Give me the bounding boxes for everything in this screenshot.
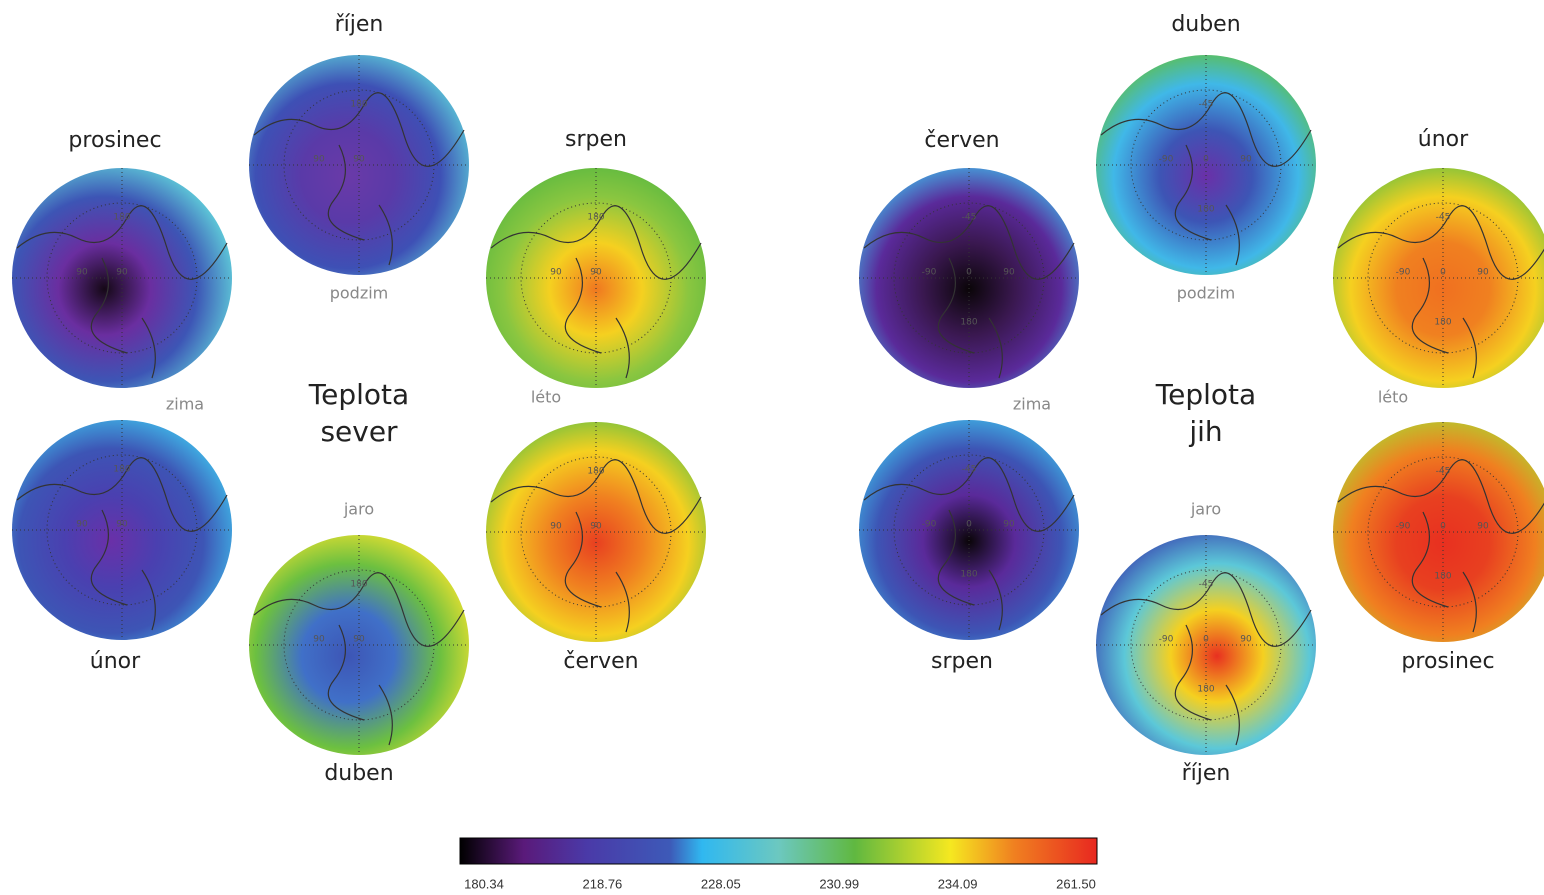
season-label: jaro [1190, 500, 1221, 519]
grid-label: 180 [1434, 572, 1451, 582]
grid-label: 180 [113, 213, 130, 223]
colorbar-tick-label: 228.05 [701, 876, 741, 891]
page: 180 90 90 prosinec 180 90 90 říjen 180 90 90 srpen 1… [0, 0, 1544, 895]
grid-label: 90 [76, 520, 88, 530]
grid-label: -90 [1159, 155, 1174, 165]
season-label: zima [1013, 395, 1051, 414]
grid-label: -90 [1159, 635, 1174, 645]
grid-label: -45 [1436, 467, 1451, 477]
grid-label: -45 [1199, 580, 1214, 590]
month-label: duben [324, 761, 393, 786]
grid-label: 0 [1440, 268, 1446, 278]
month-label: prosinec [1401, 649, 1494, 674]
grid-label: 90 [353, 155, 365, 165]
grid-label: -90 [1396, 522, 1411, 532]
month-label: únor [1418, 127, 1469, 152]
title: sever [320, 415, 398, 448]
season-label: podzim [330, 284, 389, 303]
title: jih [1188, 415, 1222, 448]
grid-label: 90 [590, 522, 602, 532]
grid-label: 90 [1240, 155, 1252, 165]
grid-label: 90 [1003, 520, 1015, 530]
colorbar-tick-label: 261.50 [1056, 876, 1096, 891]
grid-label: -45 [962, 213, 977, 223]
hemisphere-south: -45 0 -90 90 180 červen -45 0 -90 90 180 duben -45 0 -… [859, 12, 1544, 786]
grid-label: 0 [1203, 635, 1209, 645]
month-label: únor [90, 649, 141, 674]
grid-label: -90 [1396, 268, 1411, 278]
colorbar-tick-label: 230.99 [819, 876, 859, 891]
grid-label: 90 [76, 268, 88, 278]
grid-label: 90 [1477, 522, 1489, 532]
month-label: srpen [565, 127, 627, 152]
grid-label: 90 [1477, 268, 1489, 278]
season-label: léto [1378, 388, 1408, 407]
grid-label: 180 [587, 467, 604, 477]
month-label: srpen [931, 649, 993, 674]
grid-label: 0 [966, 520, 972, 530]
colorbar-tick-label: 234.09 [938, 876, 978, 891]
season-label: jaro [343, 500, 374, 519]
month-label: červen [563, 649, 638, 674]
grid-label: 90 [1003, 268, 1015, 278]
grid-label: -90 [922, 520, 937, 530]
grid-label: -45 [1436, 213, 1451, 223]
grid-label: 180 [350, 100, 367, 110]
colorbar-tick-label: 180.34 [464, 876, 504, 891]
month-label: říjen [1182, 761, 1231, 786]
grid-label: 180 [1197, 685, 1214, 695]
grid-label: -90 [922, 268, 937, 278]
colorbar [460, 838, 1097, 864]
title: Teplota [1155, 378, 1256, 411]
maps: 180 90 90 prosinec 180 90 90 říjen 180 90 90 srpen 1… [12, 12, 1544, 786]
polar-map [1333, 168, 1544, 388]
colorbar-tick-label: 218.76 [583, 876, 623, 891]
grid-label: 90 [313, 635, 325, 645]
hemisphere-north: 180 90 90 prosinec 180 90 90 říjen 180 90 90 srpen 1… [12, 12, 706, 786]
grid-label: -45 [1199, 100, 1214, 110]
grid-label: 90 [590, 268, 602, 278]
season-label: léto [531, 388, 561, 407]
month-label: červen [924, 128, 999, 153]
grid-label: 180 [960, 318, 977, 328]
month-label: prosinec [68, 128, 161, 153]
grid-label: 90 [116, 520, 128, 530]
grid-label: 90 [313, 155, 325, 165]
grid-label: 180 [1197, 205, 1214, 215]
title: Teplota [308, 378, 409, 411]
grid-label: -45 [962, 465, 977, 475]
season-label: zima [166, 395, 204, 414]
grid-label: 180 [350, 580, 367, 590]
grid-label: 180 [1434, 318, 1451, 328]
grid-label: 90 [550, 522, 562, 532]
grid-label: 0 [966, 268, 972, 278]
grid-label: 90 [550, 268, 562, 278]
grid-label: 90 [1240, 635, 1252, 645]
month-label: duben [1171, 12, 1240, 37]
grid-label: 180 [113, 465, 130, 475]
grid-label: 0 [1440, 522, 1446, 532]
month-label: říjen [335, 12, 384, 37]
grid-label: 90 [353, 635, 365, 645]
grid-label: 180 [587, 213, 604, 223]
season-label: podzim [1177, 284, 1236, 303]
grid-label: 90 [116, 268, 128, 278]
polar-map [1333, 422, 1544, 642]
grid-label: 180 [960, 570, 977, 580]
grid-label: 0 [1203, 155, 1209, 165]
